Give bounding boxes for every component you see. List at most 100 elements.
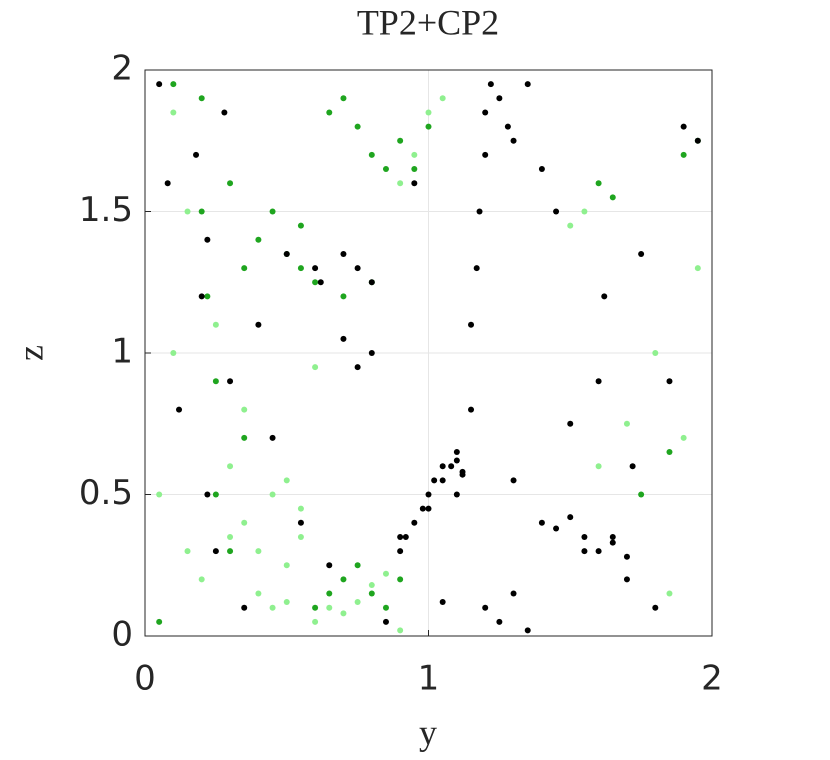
point [326, 604, 333, 611]
point [538, 166, 545, 173]
point [255, 321, 262, 328]
point [283, 250, 290, 257]
points [156, 81, 701, 634]
point [439, 477, 446, 484]
point [473, 265, 480, 272]
point [419, 505, 426, 512]
point [297, 505, 304, 512]
point [164, 180, 171, 187]
point [439, 599, 446, 606]
point [156, 618, 163, 625]
point [595, 463, 602, 470]
point [204, 491, 211, 498]
point [340, 293, 347, 300]
point [212, 378, 219, 385]
point [453, 449, 460, 456]
point [368, 151, 375, 158]
point [269, 604, 276, 611]
point [496, 618, 503, 625]
point [297, 519, 304, 526]
point [468, 321, 475, 328]
y-tick-label: 0 [111, 615, 133, 655]
point [538, 519, 545, 526]
point [638, 491, 645, 498]
point [241, 406, 248, 413]
point [227, 180, 234, 187]
point [431, 477, 438, 484]
point [354, 562, 361, 569]
point [227, 463, 234, 470]
point [425, 123, 432, 130]
point [368, 590, 375, 597]
point [269, 208, 276, 215]
point [666, 378, 673, 385]
point [397, 137, 404, 144]
point [326, 109, 333, 116]
point [453, 491, 460, 498]
point [666, 590, 673, 597]
point [524, 627, 531, 634]
x-axis-label: y [419, 712, 437, 752]
point [184, 208, 191, 215]
point [156, 491, 163, 498]
point [623, 576, 630, 583]
point [652, 350, 659, 356]
point [397, 533, 404, 540]
point [297, 265, 304, 272]
point [354, 123, 361, 130]
point [510, 477, 517, 484]
point [439, 95, 446, 102]
point [609, 533, 616, 540]
point [694, 137, 701, 144]
point [368, 279, 375, 286]
point [666, 449, 673, 456]
point [496, 95, 503, 102]
point [482, 604, 489, 611]
x-tick-label: 1 [418, 659, 440, 699]
point [411, 151, 418, 158]
point [482, 151, 489, 158]
point [198, 293, 205, 300]
point [567, 514, 574, 521]
point [397, 576, 404, 583]
point [448, 463, 455, 470]
point [297, 222, 304, 229]
point [340, 335, 347, 342]
point [241, 519, 248, 526]
point [397, 180, 404, 187]
point [170, 350, 177, 356]
point [581, 533, 588, 540]
y-axis-label: z [10, 345, 50, 361]
point [453, 457, 460, 464]
axes-box [144, 69, 713, 637]
point [425, 505, 432, 512]
point [340, 610, 347, 617]
point [581, 548, 588, 555]
point [198, 95, 205, 102]
point [317, 279, 324, 286]
point [354, 364, 361, 371]
point [198, 576, 205, 583]
point [553, 208, 560, 215]
point [397, 548, 404, 555]
y-tick-label: 1.5 [79, 190, 133, 230]
x-tick-label: 2 [701, 659, 723, 699]
point [595, 180, 602, 187]
point [581, 208, 588, 215]
point [198, 208, 205, 215]
point [482, 109, 489, 116]
point [680, 434, 687, 441]
point [184, 548, 191, 555]
point [283, 599, 290, 606]
point [283, 562, 290, 569]
y-tick-label: 0.5 [79, 473, 133, 513]
point [382, 166, 389, 173]
point [609, 539, 616, 546]
point [402, 533, 409, 540]
point [193, 151, 200, 158]
point [312, 265, 319, 272]
point [425, 491, 432, 498]
x-tick-label: 0 [134, 659, 156, 699]
point [504, 123, 511, 130]
